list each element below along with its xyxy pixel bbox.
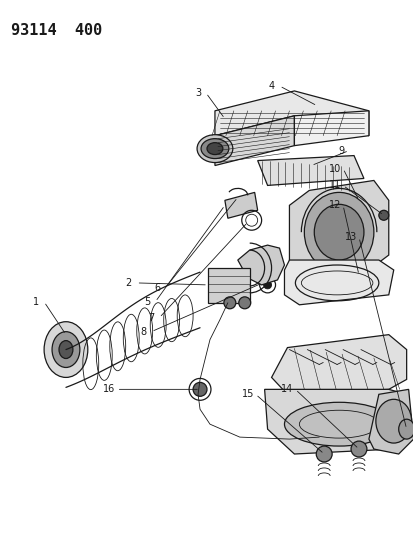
Text: 13: 13 [344, 232, 356, 242]
Text: 12: 12 [328, 200, 340, 211]
Ellipse shape [375, 399, 411, 443]
Polygon shape [237, 245, 284, 285]
Ellipse shape [304, 192, 373, 272]
Text: 14: 14 [281, 384, 293, 394]
Polygon shape [214, 91, 368, 136]
Text: 93114  400: 93114 400 [11, 23, 102, 38]
Ellipse shape [313, 204, 363, 260]
Text: 15: 15 [241, 389, 253, 399]
Polygon shape [264, 389, 406, 454]
Circle shape [238, 297, 250, 309]
Text: 16: 16 [102, 384, 114, 394]
Text: 7: 7 [148, 313, 154, 323]
Circle shape [192, 382, 206, 397]
Polygon shape [284, 260, 393, 305]
Ellipse shape [206, 143, 222, 155]
Circle shape [316, 446, 331, 462]
Text: 9: 9 [337, 146, 343, 156]
Ellipse shape [197, 135, 232, 163]
Ellipse shape [44, 322, 88, 377]
Text: 2: 2 [125, 278, 131, 288]
Ellipse shape [52, 332, 80, 367]
Text: 6: 6 [154, 283, 160, 293]
Circle shape [223, 297, 235, 309]
Ellipse shape [59, 341, 73, 359]
Text: 3: 3 [195, 88, 201, 98]
Text: 5: 5 [144, 297, 150, 307]
Polygon shape [289, 181, 388, 275]
Circle shape [263, 281, 271, 289]
Circle shape [350, 441, 366, 457]
Polygon shape [224, 192, 257, 218]
Text: 1: 1 [33, 297, 39, 307]
Bar [207, 268, 249, 303]
Polygon shape [214, 116, 294, 166]
Polygon shape [294, 111, 368, 146]
Polygon shape [368, 389, 413, 454]
Polygon shape [257, 156, 363, 185]
Text: 10: 10 [328, 164, 340, 174]
Ellipse shape [201, 139, 228, 158]
Text: 8: 8 [140, 327, 146, 337]
Text: 11: 11 [328, 181, 340, 190]
Polygon shape [271, 335, 406, 394]
Circle shape [378, 211, 388, 220]
Text: 4: 4 [268, 81, 274, 91]
Ellipse shape [398, 419, 413, 439]
Ellipse shape [284, 402, 393, 446]
